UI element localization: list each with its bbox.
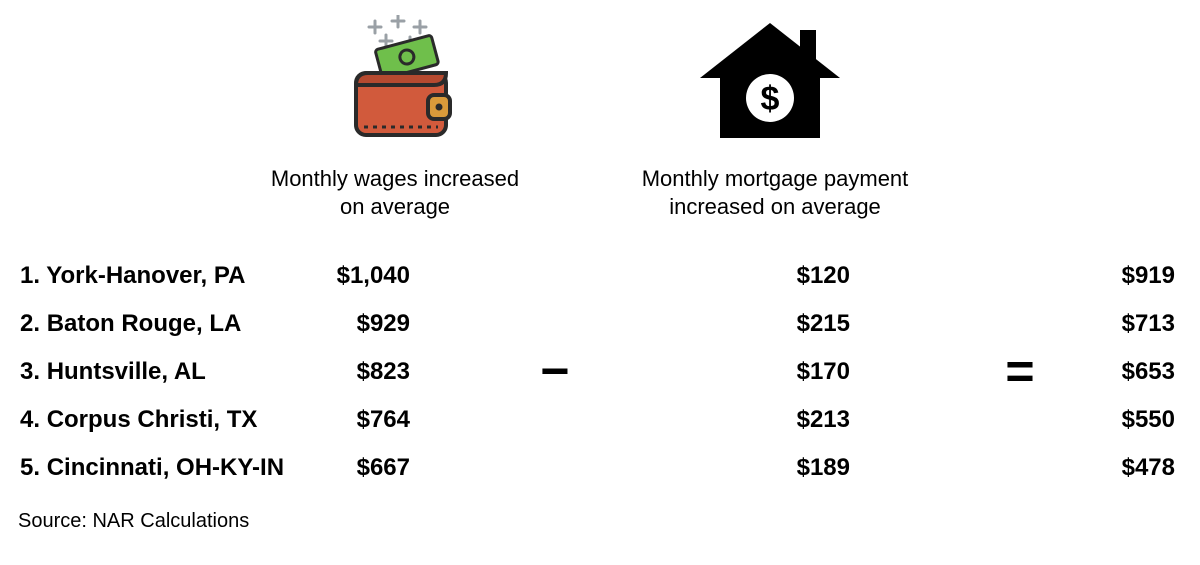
column-header-wages-line1: Monthly wages increased [271, 166, 519, 191]
row-5-diff: $478 [1122, 454, 1175, 482]
row-2-diff: $713 [1122, 310, 1175, 338]
row-3-place: Huntsville, AL [47, 358, 206, 385]
column-header-wages: Monthly wages increased on average [255, 165, 535, 220]
row-4-rank: 4. [20, 406, 40, 433]
row-5-rank: 5. [20, 454, 40, 481]
row-5-mortgage: $189 [797, 454, 850, 482]
row-2-wages: $929 [357, 310, 410, 338]
column-header-mortgage-line1: Monthly mortgage payment [642, 166, 909, 191]
row-1-place: York-Hanover, PA [46, 262, 245, 289]
row-4-mortgage: $213 [797, 406, 850, 434]
row-1-wages: $1,040 [337, 262, 410, 290]
wallet-money-icon [320, 15, 480, 145]
house-dollar-icon: $ [695, 18, 845, 143]
row-5-place: Cincinnati, OH-KY-IN [47, 454, 284, 481]
row-3-rank: 3. [20, 358, 40, 385]
row-4-wages: $764 [357, 406, 410, 434]
row-2-place: Baton Rouge, LA [47, 310, 242, 337]
row-1-rank: 1. [20, 262, 40, 289]
row-2-mortgage: $215 [797, 310, 850, 338]
row-label-2: 2. Baton Rouge, LA [20, 310, 241, 338]
row-4-diff: $550 [1122, 406, 1175, 434]
row-1-diff: $919 [1122, 262, 1175, 290]
column-header-mortgage-line2: increased on average [669, 194, 881, 219]
source-text: Source: NAR Calculations [18, 510, 249, 533]
row-3-wages: $823 [357, 358, 410, 386]
svg-text:$: $ [761, 80, 780, 118]
row-3-diff: $653 [1122, 358, 1175, 386]
row-label-5: 5. Cincinnati, OH-KY-IN [20, 454, 284, 482]
row-3-mortgage: $170 [797, 358, 850, 386]
row-label-1: 1. York-Hanover, PA [20, 262, 245, 290]
row-1-mortgage: $120 [797, 262, 850, 290]
row-4-place: Corpus Christi, TX [47, 406, 258, 433]
column-header-wages-line2: on average [340, 194, 450, 219]
row-label-4: 4. Corpus Christi, TX [20, 406, 257, 434]
column-header-mortgage: Monthly mortgage payment increased on av… [620, 165, 930, 220]
row-5-wages: $667 [357, 454, 410, 482]
minus-operator: − [525, 346, 585, 396]
equals-operator: = [990, 346, 1050, 396]
row-2-rank: 2. [20, 310, 40, 337]
row-label-3: 3. Huntsville, AL [20, 358, 206, 386]
infographic-canvas: $ Monthly wages increased on average Mon… [0, 0, 1200, 565]
